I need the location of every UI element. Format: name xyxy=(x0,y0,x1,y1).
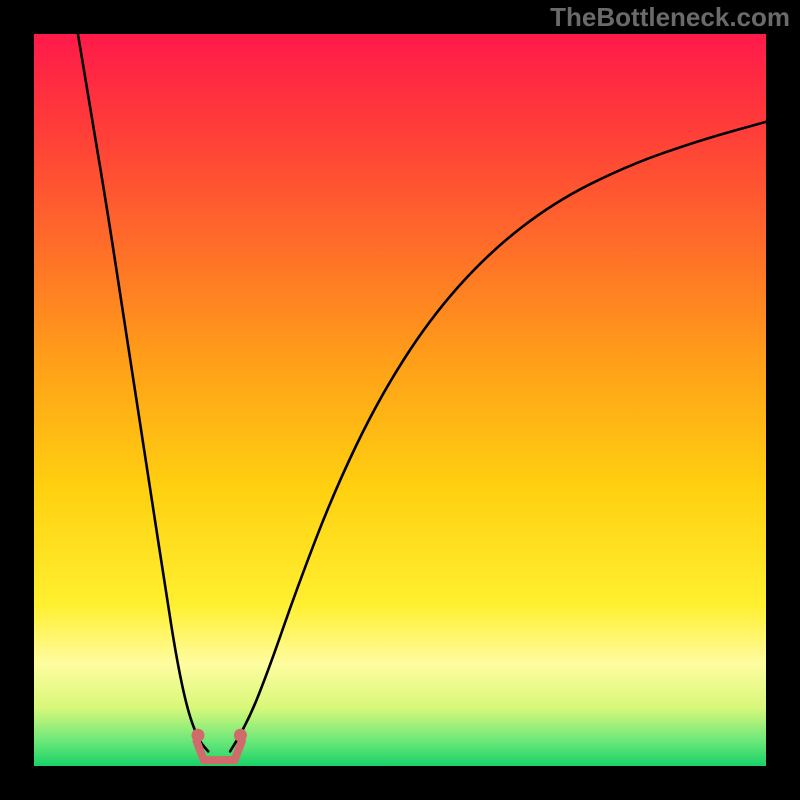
marker-dot xyxy=(191,729,204,742)
marker-dot xyxy=(234,729,247,742)
watermark-text: TheBottleneck.com xyxy=(550,2,790,33)
outer-frame: TheBottleneck.com xyxy=(0,0,800,800)
plot-background xyxy=(34,34,766,766)
chart-svg xyxy=(0,0,800,800)
